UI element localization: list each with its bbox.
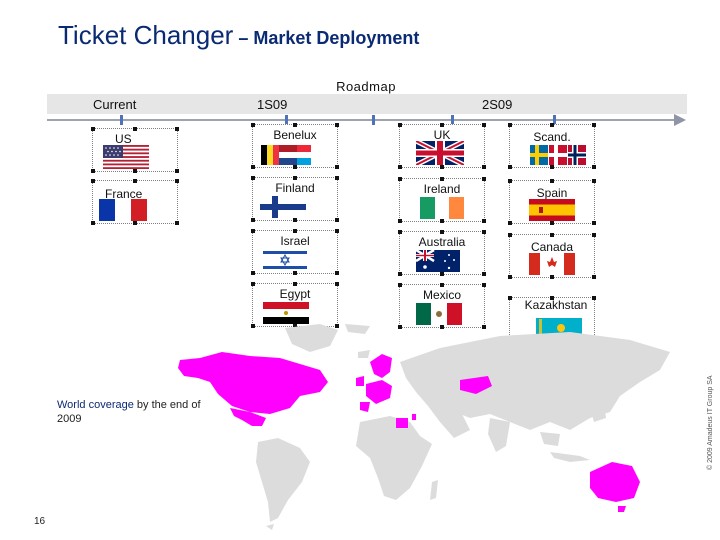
canada-flag-icon	[529, 253, 575, 275]
country-label: Egypt	[279, 287, 311, 301]
country-label: France	[105, 187, 143, 201]
country-card-scand: Scand.	[508, 123, 596, 169]
timeline-tick	[451, 115, 454, 125]
column-current: Current	[93, 97, 137, 112]
map-caption: World coverage by the end of 2009	[57, 398, 217, 426]
mexico-flag-icon	[416, 303, 462, 325]
page-title: Ticket Changer – Market Deployment	[58, 20, 419, 51]
timeline-tick	[285, 115, 288, 125]
country-card-israel: Israel	[251, 229, 339, 275]
israel-flag-icon	[263, 249, 307, 271]
copyright-text: © 2009 Amadeus IT Group SA	[707, 375, 714, 470]
ireland-flag-icon	[420, 197, 464, 219]
country-card-canada: Canada	[508, 233, 596, 279]
roadmap-header-band	[47, 94, 687, 114]
timeline-arrow	[47, 119, 677, 121]
world-coverage-map	[170, 322, 680, 532]
title-main: Ticket Changer	[58, 20, 234, 50]
country-label: Benelux	[273, 128, 317, 142]
country-label: Kazakhstan	[524, 298, 588, 312]
roadmap-label: Roadmap	[336, 79, 396, 94]
country-label: UK	[433, 128, 451, 142]
us-flag-icon	[103, 145, 149, 169]
timeline-tick	[372, 115, 375, 125]
country-label: US	[115, 132, 132, 146]
country-label: Ireland	[423, 182, 461, 196]
column-1s09: 1S09	[257, 97, 288, 112]
finland-flag-icon	[260, 196, 306, 218]
egypt-flag-icon	[263, 302, 309, 324]
country-label: Scand.	[533, 130, 571, 144]
country-label: Israel	[280, 234, 310, 248]
country-card-us: US	[91, 127, 179, 173]
timeline-arrowhead	[674, 114, 686, 126]
country-label: Mexico	[422, 288, 461, 302]
country-card-mexico: Mexico	[398, 283, 486, 329]
country-card-australia: Australia	[398, 230, 486, 276]
country-card-egypt: Egypt	[251, 282, 339, 328]
coverage-label-rest: by the end of 2009	[57, 399, 201, 425]
timeline-tick	[120, 115, 123, 125]
spain-flag-icon	[529, 199, 575, 221]
page-number: 16	[34, 516, 46, 527]
country-card-spain: Spain	[508, 179, 596, 225]
country-label: Canada	[530, 240, 574, 254]
country-card-benelux: Benelux	[251, 123, 339, 169]
title-sub: – Market Deployment	[233, 28, 420, 48]
timeline-tick	[553, 115, 556, 125]
country-label: Spain	[536, 186, 568, 200]
scandinavia-flags-icon	[530, 145, 586, 165]
benelux-flags-icon	[261, 145, 311, 165]
france-flag-icon	[99, 199, 147, 221]
country-card-finland: Finland	[251, 176, 339, 222]
country-label: Finland	[275, 181, 315, 195]
australia-flag-icon	[416, 250, 460, 272]
country-card-ireland: Ireland	[398, 177, 486, 223]
coverage-label: World coverage	[57, 399, 134, 411]
country-card-france: France	[91, 179, 179, 225]
column-2s09: 2S09	[482, 97, 513, 112]
country-label: Australia	[418, 235, 466, 249]
country-card-uk: UK	[398, 123, 486, 169]
uk-flag-icon	[416, 141, 464, 165]
